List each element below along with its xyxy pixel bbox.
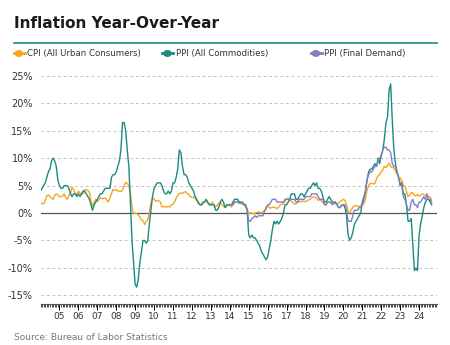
Text: PPI (All Commodities): PPI (All Commodities) xyxy=(176,49,268,58)
Text: CPI (All Urban Consumers): CPI (All Urban Consumers) xyxy=(27,49,141,58)
Text: Source: Bureau of Labor Statistics: Source: Bureau of Labor Statistics xyxy=(14,333,167,342)
Text: PPI (Final Demand): PPI (Final Demand) xyxy=(324,49,405,58)
Text: Inflation Year-Over-Year: Inflation Year-Over-Year xyxy=(14,16,219,30)
